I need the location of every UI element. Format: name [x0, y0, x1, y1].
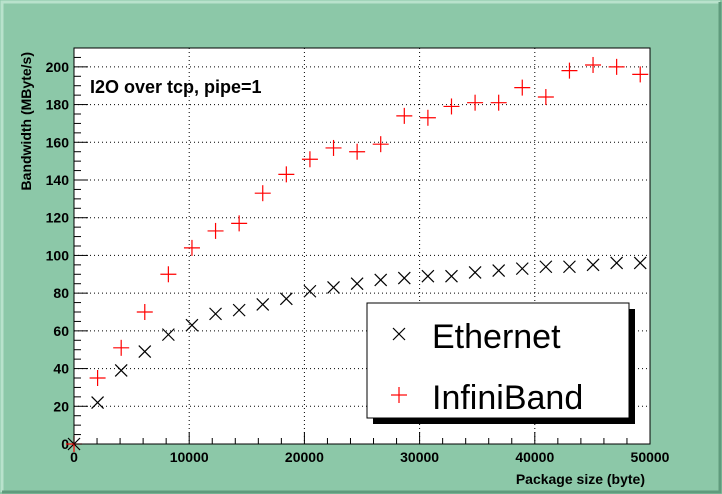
- y-tick-label: 60: [53, 323, 69, 339]
- legend: Ethernet InfiniBand: [366, 302, 635, 424]
- data-point-infiniband: [136, 304, 153, 320]
- series-ethernet: [67, 256, 647, 451]
- data-point-infiniband: [301, 151, 318, 168]
- data-point-ethernet: [539, 260, 553, 274]
- x-tick-label: 40000: [515, 449, 554, 465]
- data-point-ethernet: [161, 328, 175, 342]
- data-point-ethernet: [374, 273, 388, 287]
- x-axis: 0 10000 20000 30000 40000 50000: [70, 432, 670, 465]
- data-point-infiniband: [396, 107, 413, 124]
- y-tick-label: 0: [61, 436, 69, 452]
- data-point-ethernet: [421, 269, 435, 283]
- data-point-infiniband: [278, 166, 295, 183]
- legend-marker-infiniband: [391, 387, 407, 403]
- data-point-infiniband: [113, 339, 130, 356]
- data-point-ethernet: [256, 298, 270, 311]
- data-point-ethernet: [350, 277, 364, 291]
- data-point-ethernet: [397, 271, 411, 285]
- data-point-ethernet: [445, 269, 458, 283]
- data-point-infiniband: [325, 139, 342, 156]
- legend-marker-ethernet: [392, 327, 406, 341]
- y-tick-label: 100: [46, 247, 70, 263]
- data-point-infiniband: [443, 98, 460, 115]
- legend-marker-x: [392, 327, 406, 341]
- data-point-infiniband: [514, 79, 531, 96]
- data-point-infiniband: [349, 143, 366, 160]
- data-point-infiniband: [467, 94, 484, 111]
- data-point-ethernet: [279, 292, 293, 306]
- data-point-ethernet: [586, 258, 600, 272]
- y-tick-label: 80: [53, 285, 69, 301]
- data-point-ethernet: [138, 345, 152, 359]
- data-point-ethernet: [209, 307, 222, 321]
- data-point-ethernet: [327, 281, 340, 294]
- data-point-infiniband: [160, 266, 177, 283]
- data-point-ethernet: [633, 256, 647, 270]
- legend-label-ethernet: Ethernet: [432, 318, 561, 356]
- data-point-ethernet: [492, 264, 506, 277]
- data-point-ethernet: [303, 284, 317, 298]
- y-tick-label: 20: [53, 398, 69, 414]
- data-point-ethernet: [91, 396, 105, 409]
- chart-annotation: I2O over tcp, pipe=1: [90, 77, 262, 97]
- data-point-infiniband: [372, 136, 389, 153]
- x-tick-label: 30000: [400, 449, 439, 465]
- y-tick-label: 160: [46, 134, 70, 150]
- y-tick-label: 180: [46, 97, 70, 113]
- x-axis-label: Package size (byte): [516, 471, 645, 487]
- data-point-ethernet: [610, 256, 624, 270]
- data-point-ethernet: [515, 262, 529, 276]
- data-point-infiniband: [254, 185, 271, 202]
- x-tick-label: 20000: [285, 449, 324, 465]
- legend-box: [366, 302, 630, 419]
- y-tick-label: 140: [46, 172, 70, 188]
- x-tick-label: 10000: [170, 449, 209, 465]
- legend-label-infiniband: InfiniBand: [432, 379, 583, 417]
- x-tick-label: 50000: [631, 449, 670, 465]
- data-point-infiniband: [207, 222, 224, 239]
- data-point-infiniband: [419, 109, 436, 126]
- data-point-infiniband: [632, 66, 649, 83]
- data-point-ethernet: [114, 364, 128, 377]
- data-point-infiniband: [183, 239, 200, 256]
- data-point-infiniband: [490, 94, 507, 111]
- data-point-infiniband: [585, 56, 602, 73]
- plot-frame: [73, 47, 651, 445]
- x-tick-label: 0: [70, 449, 78, 465]
- data-point-ethernet: [468, 265, 482, 279]
- y-tick-label: 200: [46, 59, 70, 75]
- y-tick-label: 40: [53, 361, 69, 377]
- legend-marker-plus: [391, 387, 407, 403]
- y-axis: 0 20 40 60 80 100 120 140 160 180 200: [46, 47, 88, 452]
- data-point-infiniband: [89, 370, 106, 386]
- data-point-infiniband: [231, 215, 248, 232]
- data-point-infiniband: [561, 62, 578, 79]
- y-axis-label: Bandwidth (MByte/s): [18, 52, 34, 190]
- data-point-ethernet: [185, 318, 199, 332]
- data-point-infiniband: [537, 89, 554, 106]
- data-point-ethernet: [563, 260, 576, 274]
- data-point-infiniband: [608, 58, 625, 75]
- y-tick-label: 120: [46, 210, 70, 226]
- data-point-ethernet: [232, 303, 246, 317]
